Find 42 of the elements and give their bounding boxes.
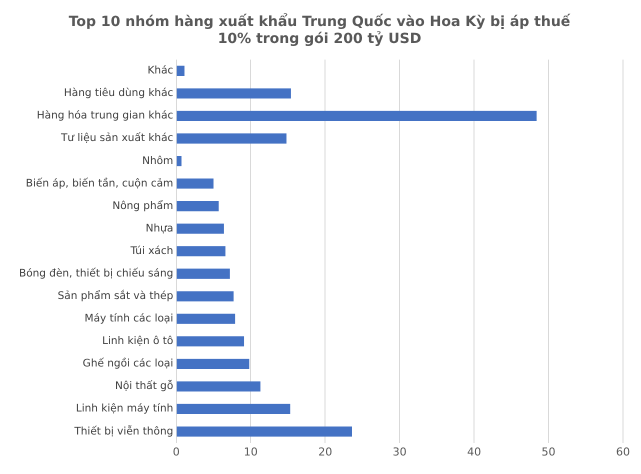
bar	[176, 201, 219, 212]
y-tick-label: Nhựa	[146, 222, 174, 234]
y-tick-label: Ghế ngồi các loại	[82, 358, 174, 370]
bar	[176, 336, 244, 346]
bar	[176, 246, 226, 256]
y-tick-label: Máy tính các loại	[84, 312, 174, 325]
y-tick-label: Hàng tiêu dùng khác	[64, 87, 174, 100]
y-tick-label: Nông phẩm	[112, 198, 174, 212]
x-tick-label: 0	[172, 445, 180, 458]
y-tick-label: Biến áp, biến tần, cuộn cảm	[26, 177, 174, 190]
chart-title: Top 10 nhóm hàng xuất khẩu Trung Quốc vào Hoa Kỳ bị áp thuế 10% trong gói 200 tỷ USD	[68, 13, 571, 47]
bar	[176, 404, 290, 414]
bar	[176, 110, 537, 122]
x-tick-label: 20	[318, 445, 332, 458]
bar	[176, 314, 236, 324]
y-tick-label: Tư liệu sản xuất khác	[60, 132, 174, 144]
bar	[176, 88, 291, 98]
bar	[176, 178, 214, 189]
bar	[176, 381, 260, 392]
y-tick-label: Bóng đèn, thiết bị chiếu sáng	[18, 267, 174, 280]
x-tick-label: 60	[616, 445, 630, 458]
x-tick-label: 40	[467, 445, 482, 458]
bar	[176, 66, 184, 76]
bar	[176, 268, 230, 279]
y-tick-label: Nội thất gỗ	[114, 379, 174, 392]
y-tick-label: Linh kiện máy tính	[76, 402, 174, 415]
y-tick-label: Khác	[148, 64, 174, 77]
y-tick-label: Nhôm	[142, 154, 174, 167]
bar	[176, 426, 352, 437]
bar	[176, 133, 286, 144]
bar	[176, 156, 182, 166]
y-tick-label: Túi xách	[129, 244, 174, 257]
x-tick-label: 30	[392, 445, 407, 458]
y-tick-label: Linh kiện ô tô	[102, 335, 174, 348]
bar	[176, 291, 234, 302]
y-tick-label: Thiết bị viễn thông	[73, 424, 174, 438]
x-tick-label: 50	[542, 445, 556, 458]
bar	[176, 224, 224, 234]
y-tick-label: Sản phẩm sắt và thép	[58, 289, 174, 302]
x-tick-label: 10	[244, 445, 258, 458]
y-tick-label: Hàng hóa trung gian khác	[36, 110, 174, 122]
bar	[176, 358, 250, 369]
